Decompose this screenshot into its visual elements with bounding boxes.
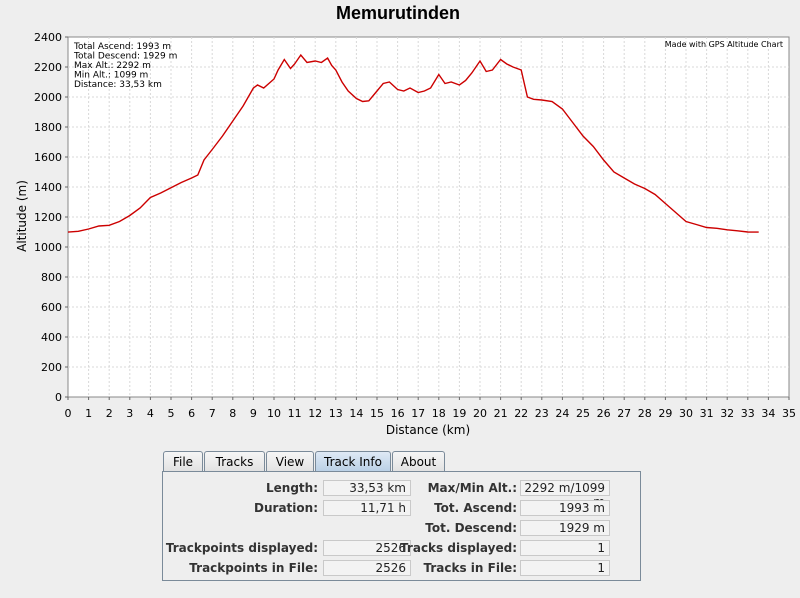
x-tick-label: 29: [658, 407, 672, 420]
x-tick-label: 33: [741, 407, 755, 420]
x-tick-label: 9: [250, 407, 257, 420]
x-tick-label: 26: [597, 407, 611, 420]
tab-track-info[interactable]: Track Info: [315, 451, 391, 472]
y-tick-label: 2000: [34, 91, 62, 104]
x-tick-label: 27: [617, 407, 631, 420]
x-tick-label: 22: [514, 407, 528, 420]
tot-ascend-label: Tot. Ascend:: [434, 501, 517, 515]
x-tick-label: 24: [555, 407, 569, 420]
duration-label: Duration:: [254, 501, 318, 515]
x-tick-label: 10: [267, 407, 281, 420]
x-tick-label: 6: [188, 407, 195, 420]
y-tick-label: 800: [41, 271, 62, 284]
x-tick-label: 35: [782, 407, 796, 420]
x-tick-label: 16: [391, 407, 405, 420]
y-tick-label: 400: [41, 331, 62, 344]
x-tick-label: 19: [452, 407, 466, 420]
y-axis-ticks: 0 200 400 600 800 1000 1200 1400 1600 1800 2000 220…: [34, 31, 68, 404]
y-tick-label: 600: [41, 301, 62, 314]
x-tick-label: 30: [679, 407, 693, 420]
trackpoints-displayed-label: Trackpoints displayed:: [165, 541, 318, 555]
altitude-series-line: [67, 53, 759, 233]
x-tick-label: 5: [168, 407, 175, 420]
x-tick-label: 13: [329, 407, 343, 420]
grid: [68, 37, 789, 397]
x-tick-label: 17: [411, 407, 425, 420]
y-tick-label: 200: [41, 361, 62, 374]
x-tick-label: 20: [473, 407, 487, 420]
tot-descend-value: 1929 m: [520, 520, 610, 536]
x-tick-label: 7: [209, 407, 216, 420]
stats-line: Max Alt.: 2292 m: [74, 61, 151, 71]
y-tick-label: 1600: [34, 151, 62, 164]
trackpoints-in-file-label: Trackpoints in File:: [189, 561, 318, 575]
tracks-in-file-value: 1: [520, 560, 610, 576]
tracks-displayed-value: 1: [520, 540, 610, 556]
watermark-text: Made with GPS Altitude Chart: [665, 40, 783, 49]
x-tick-label: 2: [106, 407, 113, 420]
x-tick-label: 4: [147, 407, 154, 420]
stats-line: Min Alt.: 1099 m: [74, 71, 148, 81]
tot-ascend-value: 1993 m: [520, 500, 610, 516]
duration-value: 11,71 h: [323, 500, 411, 516]
length-value: 33,53 km: [323, 480, 411, 496]
x-tick-label: 23: [535, 407, 549, 420]
x-tick-label: 12: [308, 407, 322, 420]
max-min-alt-label: Max/Min Alt.:: [427, 481, 517, 495]
y-tick-label: 0: [55, 391, 62, 404]
tab-view[interactable]: View: [266, 451, 314, 471]
x-tick-label: 34: [761, 407, 775, 420]
x-axis-ticks: 0 1 2 3 4 5 6 7 8 9 10 11 12 13 14 15 16 17 18 19 20 21 22 23 24…: [65, 397, 796, 420]
x-tick-label: 15: [370, 407, 384, 420]
tab-file[interactable]: File: [163, 451, 203, 471]
y-tick-label: 2400: [34, 31, 62, 44]
tab-tracks[interactable]: Tracks: [204, 451, 265, 471]
x-tick-label: 11: [288, 407, 302, 420]
trackpoints-displayed-value: 2526: [323, 540, 411, 556]
x-tick-label: 32: [720, 407, 734, 420]
length-label: Length:: [266, 481, 318, 495]
x-tick-label: 0: [65, 407, 72, 420]
tab-about[interactable]: About: [392, 451, 445, 471]
y-tick-label: 1200: [34, 211, 62, 224]
x-tick-label: 1: [85, 407, 92, 420]
x-tick-label: 31: [700, 407, 714, 420]
x-tick-label: 21: [494, 407, 508, 420]
tot-descend-label: Tot. Descend:: [425, 521, 517, 535]
tracks-in-file-label: Tracks in File:: [423, 561, 518, 575]
x-tick-label: 3: [126, 407, 133, 420]
y-tick-label: 1800: [34, 121, 62, 134]
x-axis-label: Distance (km): [386, 423, 470, 437]
x-tick-label: 8: [229, 407, 236, 420]
y-axis-label: Altitude (m): [15, 180, 29, 252]
max-min-alt-value: 2292 m/1099 m: [520, 480, 610, 509]
x-tick-label: 18: [432, 407, 446, 420]
stats-line: Total Descend: 1929 m: [73, 52, 177, 62]
tracks-displayed-label: Tracks displayed:: [400, 541, 517, 555]
y-tick-label: 1400: [34, 181, 62, 194]
track-info-panel: Length: 33,53 km Duration: 11,71 h Track…: [162, 471, 641, 581]
altitude-chart: Memurutinden 020040060080010001200140016…: [15, 3, 796, 437]
y-tick-label: 2200: [34, 61, 62, 74]
chart-title: Memurutinden: [336, 3, 460, 23]
x-tick-label: 28: [638, 407, 652, 420]
y-tick-label: 1000: [34, 241, 62, 254]
stats-line: Distance: 33,53 km: [74, 80, 162, 90]
trackpoints-in-file-value: 2526: [323, 560, 411, 576]
x-tick-label: 25: [576, 407, 590, 420]
stats-line: Total Ascend: 1993 m: [73, 42, 171, 52]
x-tick-label: 14: [349, 407, 363, 420]
